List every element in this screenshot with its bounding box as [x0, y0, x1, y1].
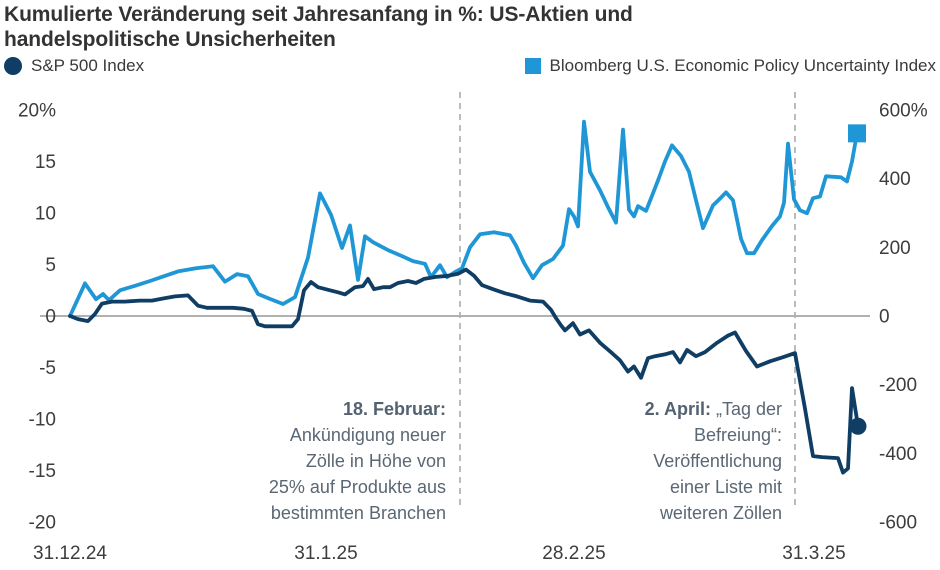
- right-axis-tick: -600: [879, 513, 917, 534]
- annotation-feb-line: bestimmten Branchen: [270, 503, 446, 523]
- right-axis-tick: 400: [879, 169, 911, 190]
- annotation-feb-line: Ankündigung neuer: [289, 425, 446, 445]
- series-line-sp500: [68, 267, 860, 475]
- title-line-1: Kumulierte Veränderung seit Jahresanfang…: [4, 3, 633, 26]
- right-axis-tick: -200: [879, 375, 917, 396]
- annotation-apr-line: einer Liste mit: [669, 477, 782, 497]
- annotation-feb-line: 25% auf Produkte aus: [268, 477, 446, 497]
- title-line-2: handelspolitische Unsicherheiten: [4, 28, 336, 51]
- legend-item-sp500: S&P 500 Index: [4, 55, 144, 77]
- legend-item-epu: Bloomberg U.S. Economic Policy Uncertain…: [524, 55, 936, 77]
- chart-title: Kumulierte Veränderung seit Jahresanfang…: [4, 2, 633, 52]
- annotation-apr-line: Veröffentlichung: [653, 451, 782, 471]
- annotation-feb-heading: 18. Februar:: [342, 399, 446, 419]
- left-axis-tick: 20%: [18, 101, 56, 122]
- right-axis-tick: 200: [879, 238, 911, 259]
- annotation-apr-line: weiteren Zöllen: [659, 503, 782, 523]
- right-axis-tick: -400: [879, 444, 917, 465]
- x-axis-tick: 31.3.25: [782, 543, 845, 564]
- sp500-end-marker: [849, 417, 867, 435]
- annotation-apr-line: Befreiung“:: [693, 425, 782, 445]
- epu-legend-label: Bloomberg U.S. Economic Policy Uncertain…: [549, 56, 936, 75]
- left-axis-tick: 5: [45, 255, 56, 276]
- x-axis-tick: 28.2.25: [542, 543, 605, 564]
- left-axis-tick: -15: [29, 461, 56, 482]
- left-axis-tick: 0: [45, 307, 56, 328]
- series-line-epu: [68, 119, 859, 318]
- annotation-apr-2: 2. April: „Tag der Befreiung“: Veröffent…: [532, 396, 782, 526]
- left-axis-tick: 10: [35, 204, 56, 225]
- annotation-feb-18: 18. Februar: Ankündigung neuer Zölle in …: [156, 396, 446, 526]
- left-axis-tick: -10: [29, 410, 56, 431]
- annotation-feb-line: Zölle in Höhe von: [305, 451, 446, 471]
- sp500-legend-circle-icon: [4, 57, 22, 75]
- annotation-apr-heading: 2. April:: [644, 399, 711, 419]
- sp500-legend-label: S&P 500 Index: [31, 56, 145, 75]
- left-axis-tick: -20: [29, 513, 56, 534]
- right-axis-tick: 600%: [879, 101, 928, 122]
- x-axis-tick: 31.12.24: [33, 543, 107, 564]
- left-axis-tick: 15: [35, 152, 56, 173]
- annotation-apr-heading-rest: „Tag der: [710, 399, 782, 419]
- epu-legend-square-icon: [524, 58, 541, 74]
- right-axis-tick: 0: [879, 307, 890, 328]
- left-axis-tick: -5: [39, 358, 56, 379]
- epu-end-marker: [848, 124, 866, 143]
- x-axis-tick: 31.1.25: [294, 543, 357, 564]
